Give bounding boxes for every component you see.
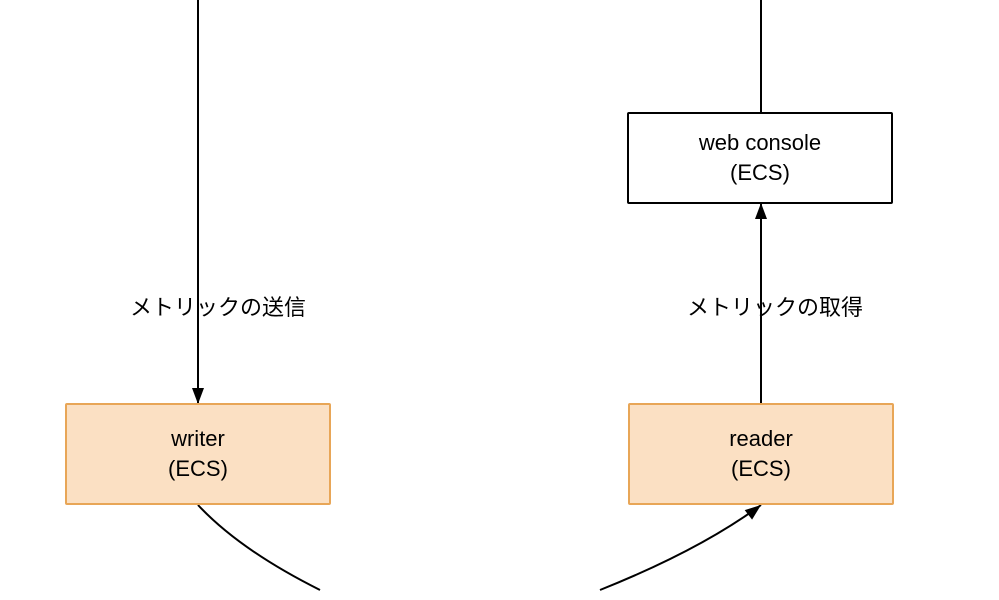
- diagram-canvas: web console (ECS) writer (ECS) reader (ECS…: [0, 0, 999, 600]
- node-webconsole: web console (ECS): [627, 112, 893, 204]
- edge-writer_out_curve: [198, 505, 320, 590]
- edge-reader_in_curve: [600, 505, 761, 590]
- node-reader: reader (ECS): [628, 403, 894, 505]
- node-writer: writer (ECS): [65, 403, 331, 505]
- edge-label-label_get: メトリックの取得: [665, 290, 885, 322]
- edge-label-label_send: メトリックの送信: [108, 290, 328, 322]
